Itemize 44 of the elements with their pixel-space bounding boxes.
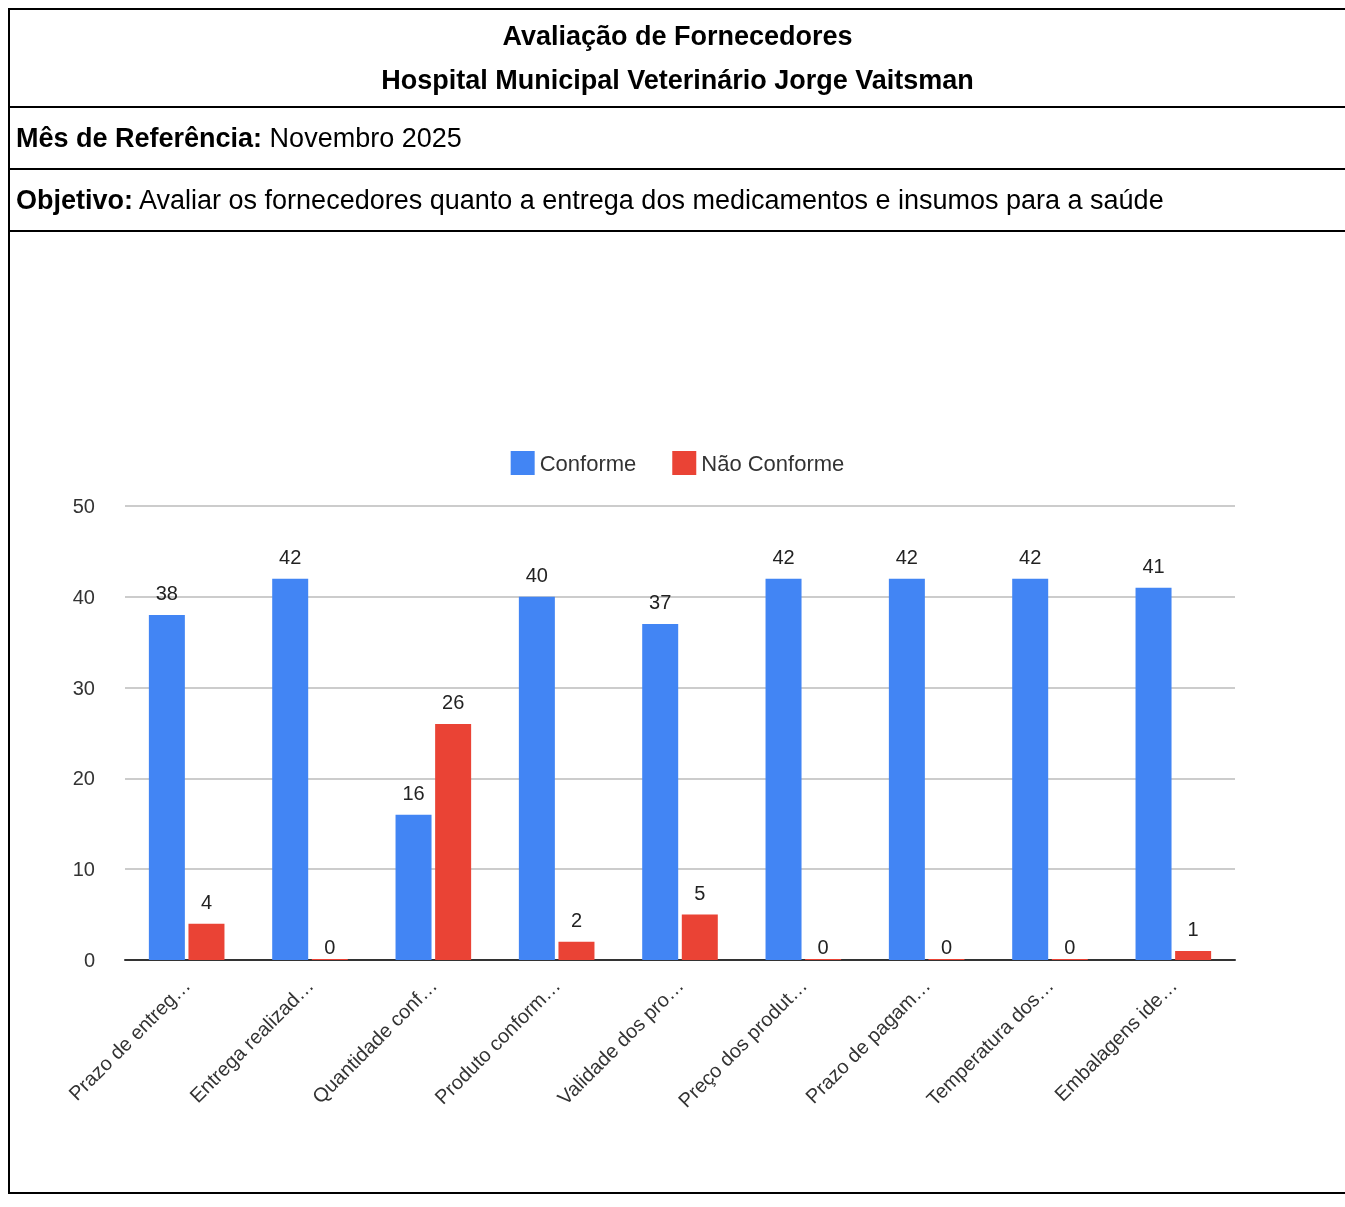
data-label: 16 [402,781,425,804]
bar [681,914,718,960]
data-label: 42 [772,545,795,568]
data-label: 42 [279,545,302,568]
bar [1135,587,1172,960]
chart-title: Avaliação de Fornecedores [501,20,854,53]
data-label: 37 [649,591,672,614]
bar [558,941,595,960]
bar [1175,950,1212,960]
bar [435,723,472,960]
data-label: 42 [895,545,918,568]
data-label: 1 [1187,917,1199,940]
data-label: 26 [442,690,465,713]
y-tick-label: 50 [72,495,95,517]
chart-subtitle: Hospital Municipal Veterinário Jorge Vaitsman [380,64,975,97]
data-label: 4 [200,890,213,913]
bar [395,814,432,960]
data-label: 0 [1064,936,1076,958]
bar [888,578,925,960]
data-label: 0 [817,936,829,958]
text: Objetivo: Avaliar os fornecedores quanto a entrega dos medicamentos e insumos para a saúde [16,185,1164,215]
data-label: 2 [570,908,583,931]
bar [272,578,309,960]
data-label: 41 [1142,554,1165,577]
legend-label: Não Conforme [701,450,845,476]
y-tick-label: 40 [72,585,95,608]
bar [518,596,555,960]
data-label: 0 [940,936,953,958]
bar [642,624,679,960]
bar [1012,578,1049,960]
y-tick-label: 30 [72,676,95,699]
data-label: 38 [155,581,178,604]
data-label: 40 [525,563,548,586]
text: Mês de Referência: Novembro 2025 [16,123,462,153]
y-tick-label: 10 [72,858,95,881]
legend-label: Conforme [539,450,637,476]
bar [148,614,185,960]
bar [765,578,802,960]
y-tick-label: 20 [72,767,95,790]
data-label: 5 [694,881,706,904]
data-label: 42 [1019,545,1042,568]
y-tick-label: 0 [83,949,95,971]
data-label: 0 [324,936,336,958]
bar [188,923,225,960]
